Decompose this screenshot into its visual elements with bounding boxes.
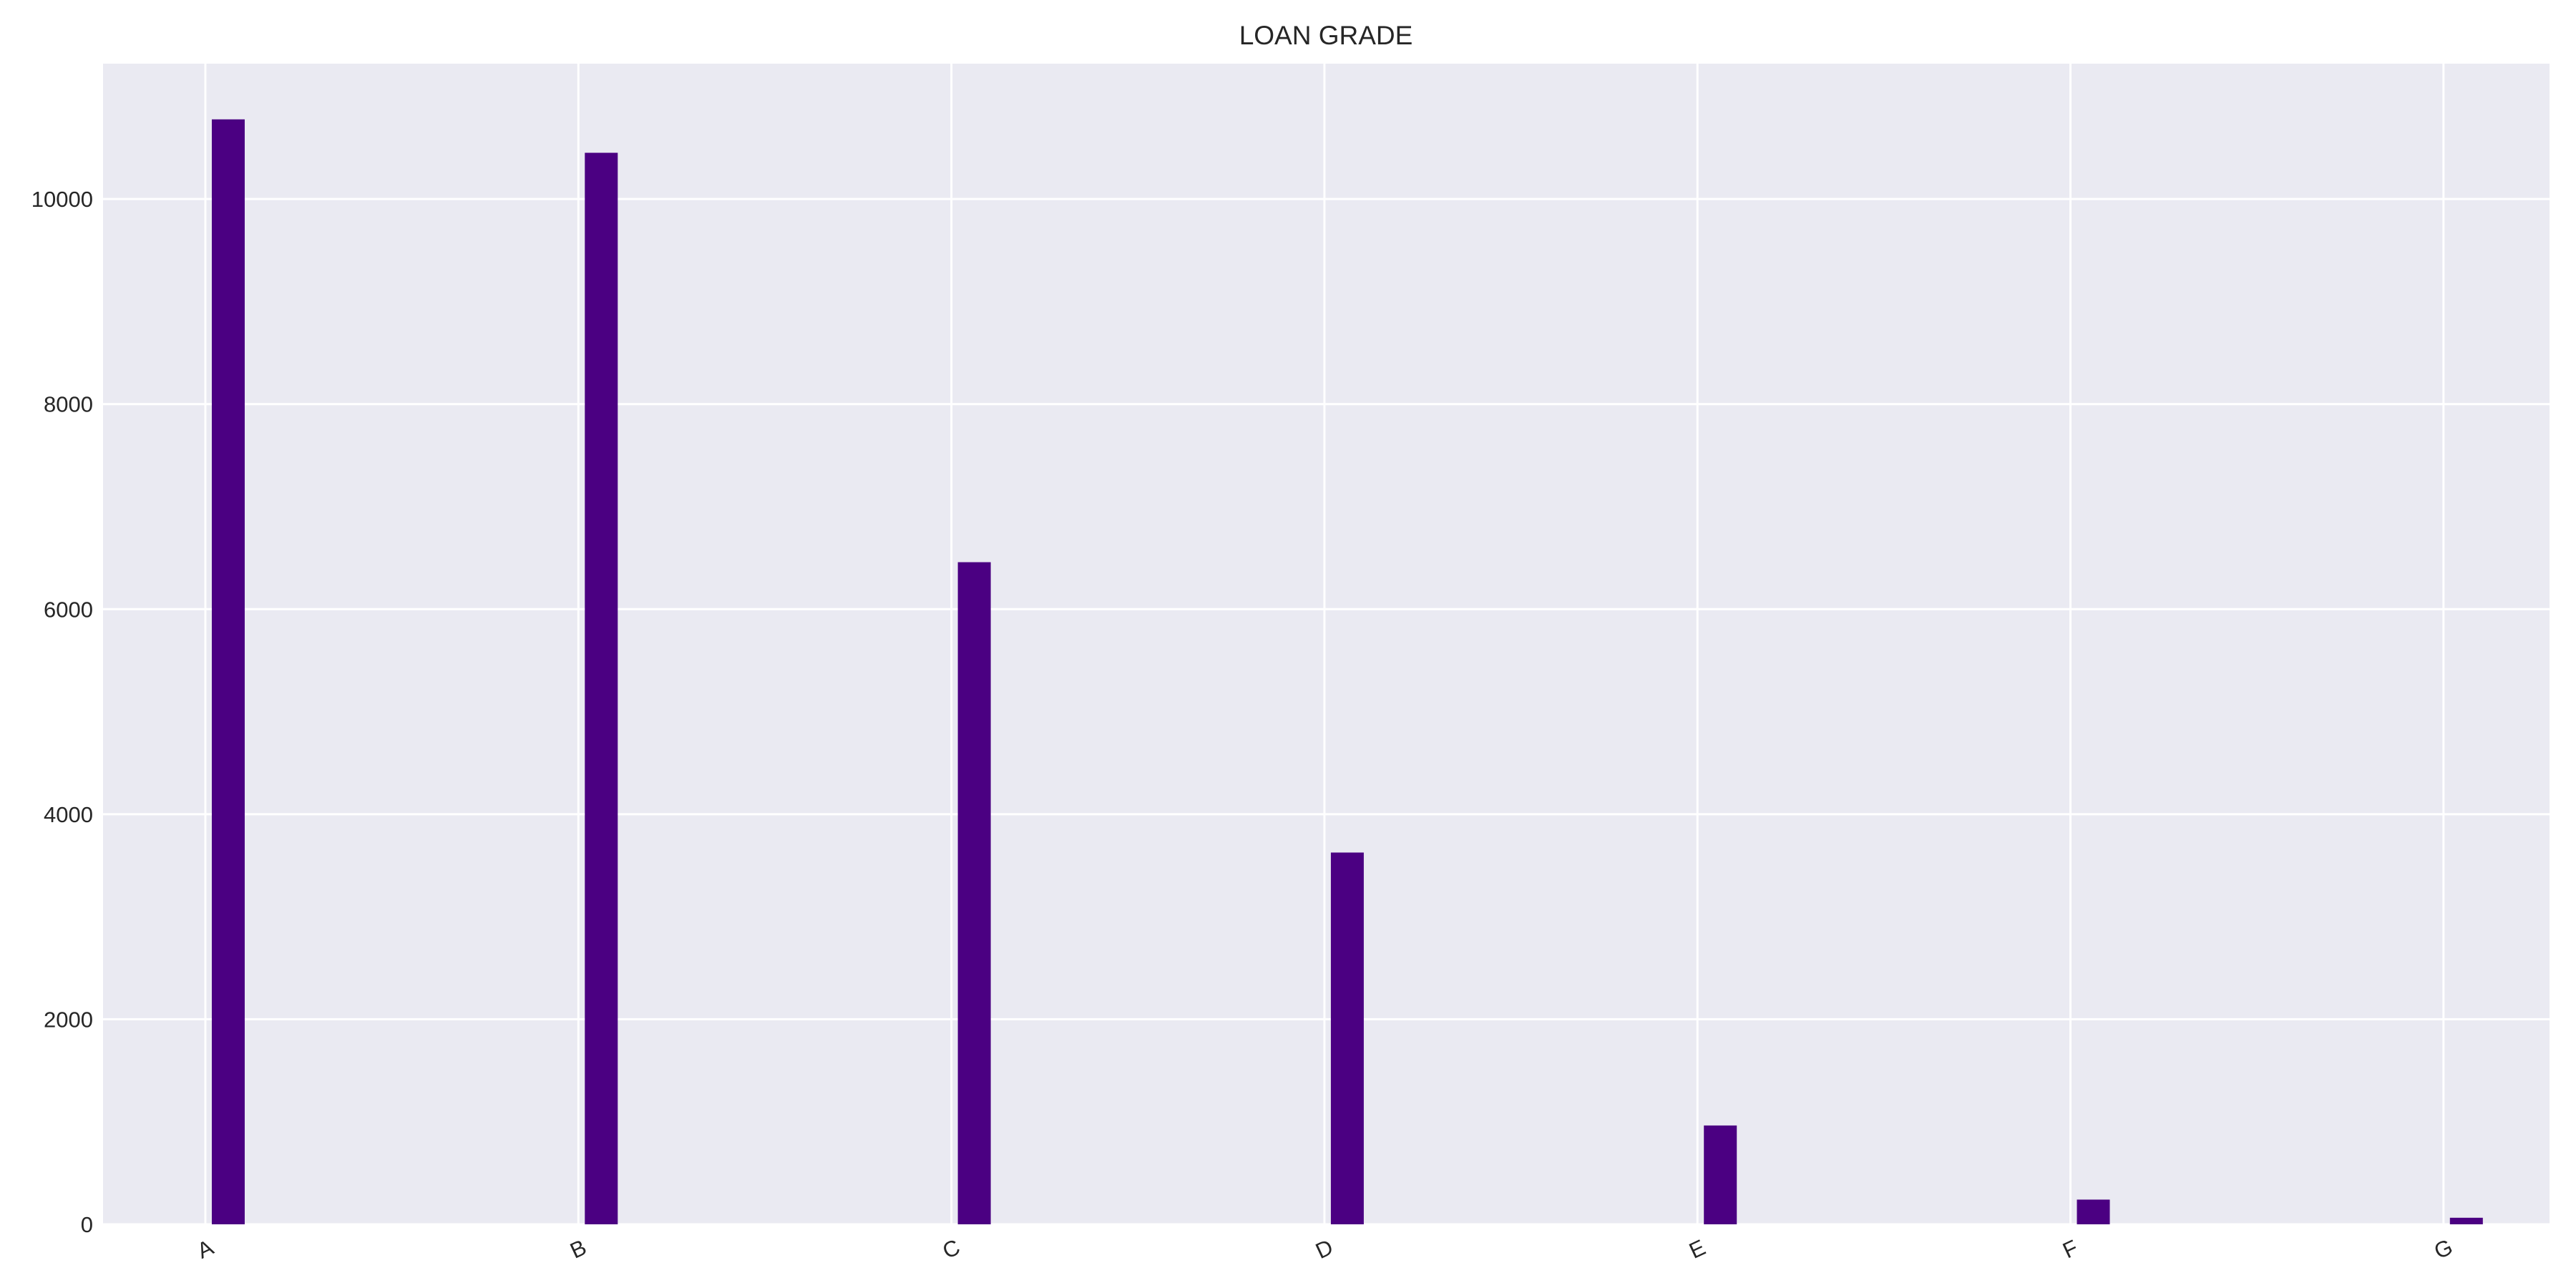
- x-tick-label: B: [566, 1234, 590, 1263]
- bar-b: [585, 152, 618, 1224]
- x-tick-label: D: [1312, 1234, 1337, 1264]
- bar-f: [2077, 1199, 2110, 1224]
- x-tick-label: E: [1685, 1234, 1709, 1263]
- bar-c: [957, 562, 991, 1224]
- y-tick-label: 2000: [44, 1007, 93, 1032]
- x-tick-label: A: [193, 1234, 218, 1264]
- x-axis-ticks: A B C D E F G: [193, 1234, 2457, 1264]
- bar-g: [2449, 1217, 2483, 1224]
- chart-title: LOAN GRADE: [1239, 21, 1413, 50]
- y-tick-label: 10000: [31, 187, 93, 212]
- x-tick-label: F: [2059, 1235, 2082, 1264]
- plot-area: [103, 64, 2550, 1224]
- x-tick-label: G: [2430, 1234, 2457, 1264]
- y-tick-label: 4000: [44, 802, 93, 827]
- bar-d: [1330, 852, 1364, 1224]
- y-tick-label: 6000: [44, 597, 93, 622]
- bars: [212, 119, 2483, 1224]
- y-tick-label: 8000: [44, 392, 93, 417]
- y-tick-label: 0: [81, 1212, 93, 1237]
- y-axis-ticks: 0 2000 4000 6000 8000 10000: [31, 187, 93, 1237]
- bar-a: [212, 119, 245, 1224]
- grid-lines: [103, 64, 2550, 1226]
- x-tick-label: C: [939, 1234, 964, 1264]
- bar-e: [1704, 1125, 1737, 1224]
